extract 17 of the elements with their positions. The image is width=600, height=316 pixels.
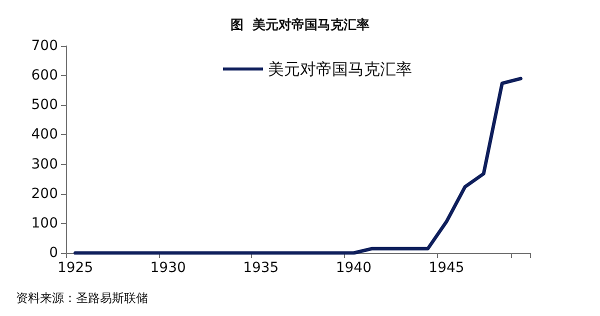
x-tick-label: 1945 xyxy=(428,260,464,276)
text: 资料来源：圣路易斯联储 xyxy=(16,291,148,305)
y-tick-label: 0 xyxy=(49,245,58,261)
x-tick-label: 1930 xyxy=(150,260,186,276)
x-tick-label: 1940 xyxy=(336,260,372,276)
y-tick-label: 200 xyxy=(31,186,58,202)
y-tick-label: 600 xyxy=(31,68,58,84)
y-tick-label: 400 xyxy=(31,126,58,143)
y-tick-label: 700 xyxy=(31,38,58,54)
y-tick-label: 300 xyxy=(31,156,58,172)
y-tick-label: 100 xyxy=(31,215,58,232)
y-tick-label: 500 xyxy=(31,97,58,114)
legend-label: 美元对帝国马克汇率 xyxy=(268,60,412,78)
line-series xyxy=(74,76,522,255)
x-tick-label: 1935 xyxy=(243,260,279,276)
x-tick-label: 1925 xyxy=(57,260,94,276)
chart-title: 图 美元对帝国马克汇率 xyxy=(230,17,370,33)
